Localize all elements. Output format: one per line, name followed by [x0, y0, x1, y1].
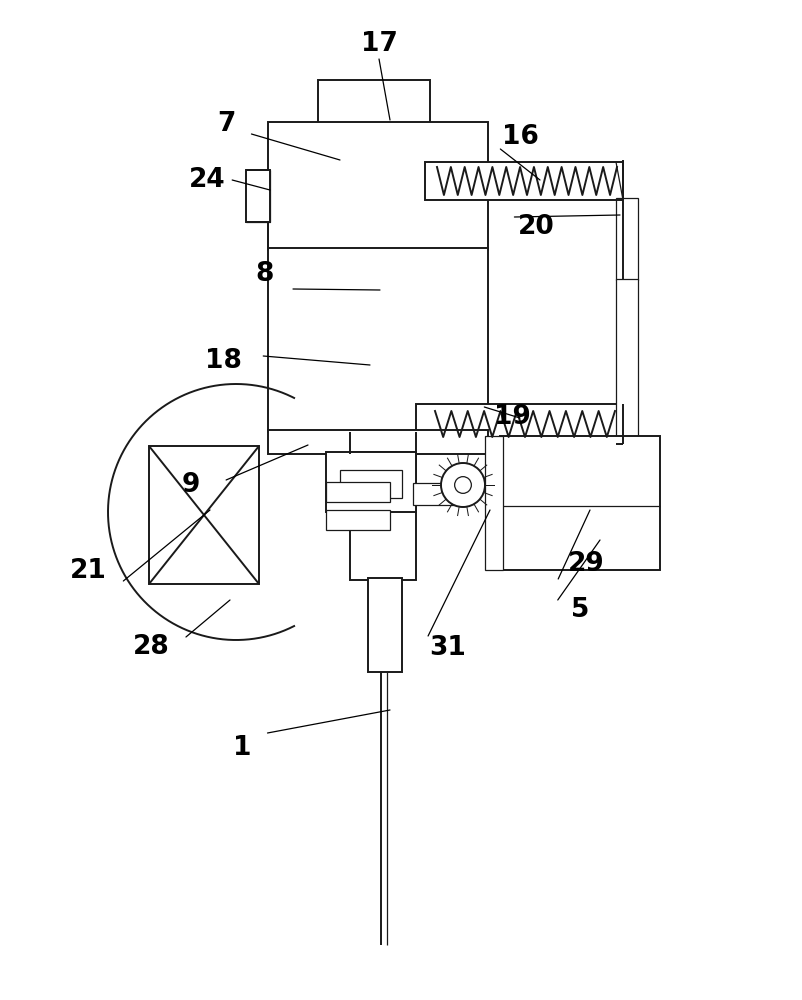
Bar [318, 80, 429, 155]
Text: 8: 8 [256, 261, 273, 287]
Text: 16: 16 [501, 124, 538, 150]
Text: 24: 24 [188, 167, 225, 193]
Text: 7: 7 [217, 111, 235, 137]
Text: 19: 19 [493, 404, 530, 430]
Bar [149, 446, 259, 584]
Bar [245, 170, 269, 222]
Bar [339, 470, 402, 498]
Bar [268, 248, 488, 432]
Bar [268, 430, 488, 454]
Bar [615, 279, 638, 444]
Bar [615, 198, 638, 280]
Bar [245, 170, 269, 222]
Text: 5: 5 [570, 597, 588, 623]
Bar [326, 452, 415, 512]
Bar [500, 436, 659, 570]
Text: 31: 31 [429, 635, 466, 661]
Circle shape [454, 477, 471, 493]
Text: 28: 28 [132, 634, 169, 660]
Circle shape [440, 463, 484, 507]
Text: 29: 29 [567, 551, 604, 577]
Bar [412, 483, 468, 505]
Bar [367, 578, 402, 672]
Text: 9: 9 [182, 472, 200, 498]
Bar [488, 448, 505, 492]
Bar [354, 152, 396, 185]
Bar [484, 436, 502, 570]
Bar [415, 404, 620, 444]
Bar [268, 122, 488, 250]
Bar [326, 482, 390, 502]
Bar [350, 452, 415, 580]
Text: 21: 21 [70, 558, 107, 584]
Text: 18: 18 [205, 348, 241, 374]
Bar [326, 510, 390, 530]
Text: 20: 20 [517, 214, 554, 240]
Text: 17: 17 [360, 31, 397, 57]
Text: 1: 1 [233, 735, 252, 761]
Bar [424, 162, 622, 200]
